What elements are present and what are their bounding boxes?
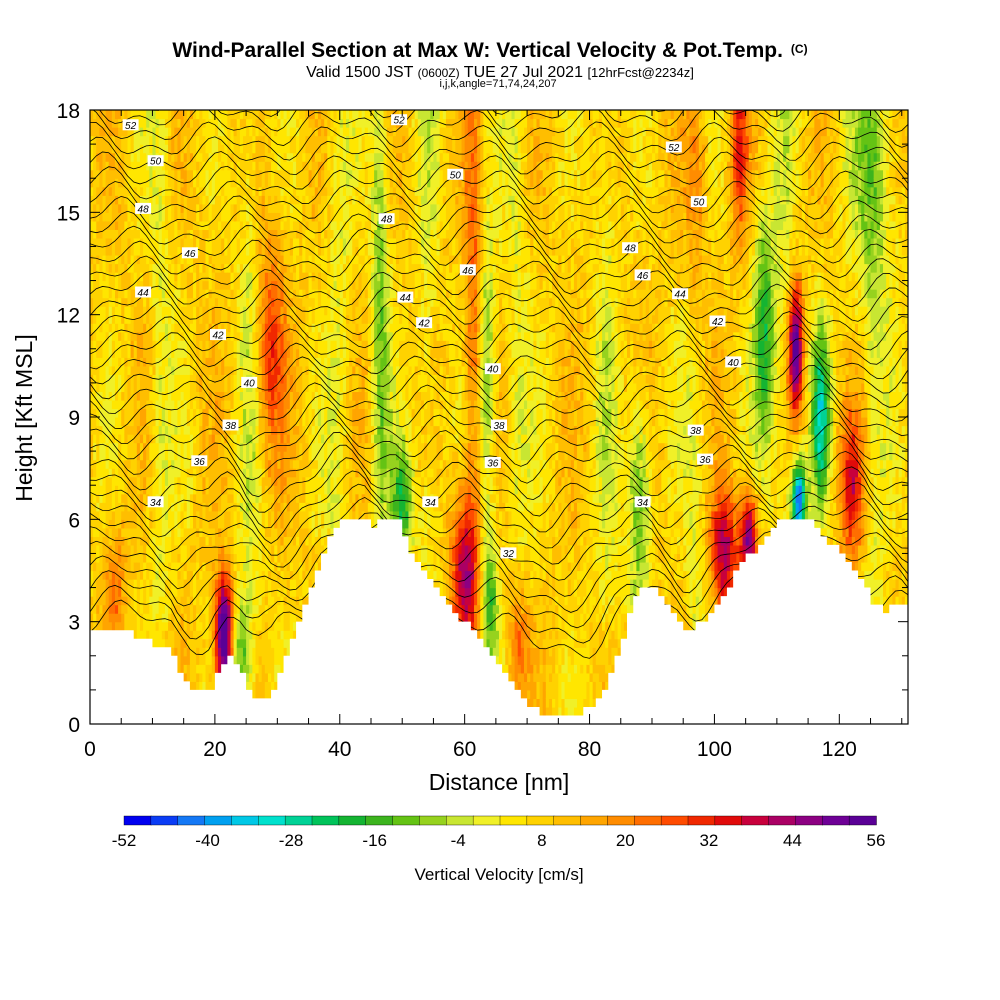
chart-subtitle-indices: i,j,k,angle=71,74,24,207 [439, 78, 556, 90]
title-mark: (C) [791, 42, 808, 56]
chart-title: Wind-Parallel Section at Max W: Vertical… [172, 39, 807, 62]
